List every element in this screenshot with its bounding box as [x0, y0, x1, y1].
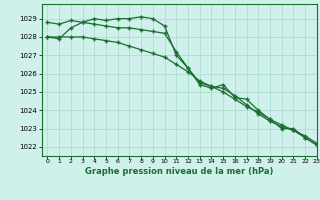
X-axis label: Graphe pression niveau de la mer (hPa): Graphe pression niveau de la mer (hPa)	[85, 167, 273, 176]
